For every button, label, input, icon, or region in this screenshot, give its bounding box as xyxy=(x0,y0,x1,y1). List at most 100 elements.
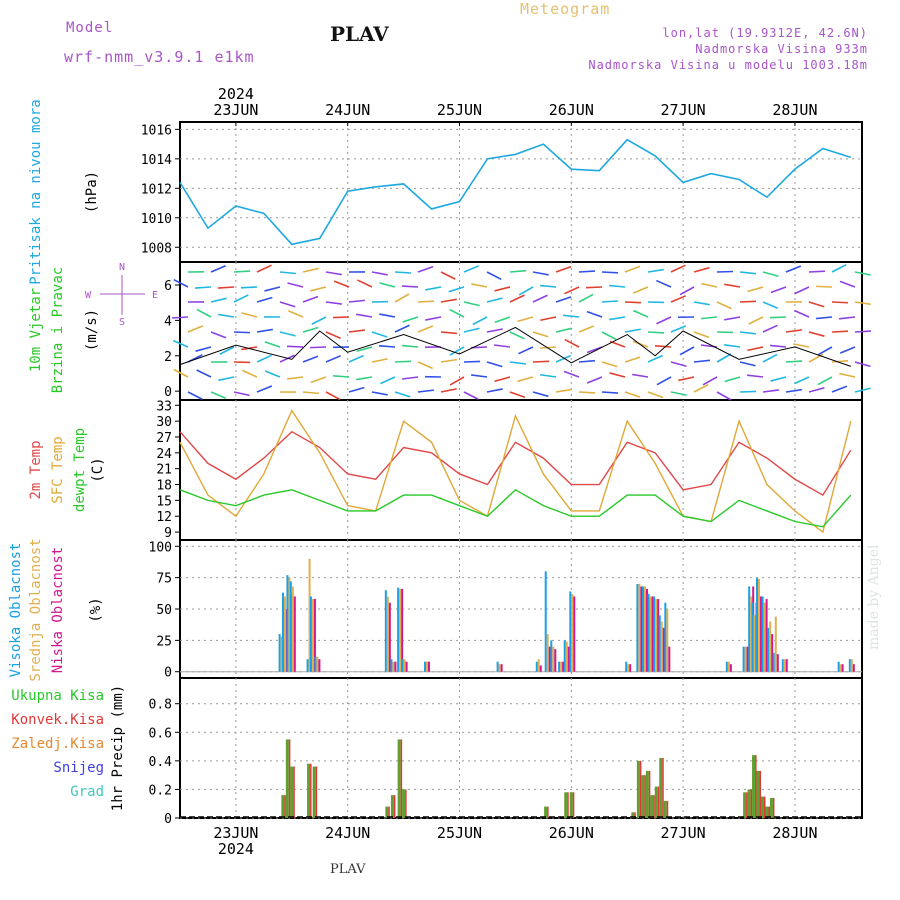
wind-arrow xyxy=(394,293,410,303)
high-cloud-bar xyxy=(281,592,284,672)
mid-cloud-bar xyxy=(399,588,402,672)
wind-arrow xyxy=(302,355,319,363)
mid-cloud-bar xyxy=(638,583,641,672)
wind-arrow xyxy=(678,376,695,382)
wind-arrow xyxy=(555,388,572,393)
wind-arrow xyxy=(693,383,709,393)
panel-frame-4 xyxy=(179,677,863,819)
mid-cloud-bar xyxy=(774,616,777,672)
wind-arrow xyxy=(854,271,871,276)
y-tick-label: 75 xyxy=(156,572,172,587)
wind-arrow xyxy=(241,312,258,318)
wind-arrow xyxy=(839,346,856,354)
y-tick-label: 0.6 xyxy=(149,726,172,741)
bottom-day-label: 27JUN xyxy=(661,824,706,842)
high-cloud-bar xyxy=(625,661,628,672)
high-cloud-bar xyxy=(563,640,566,672)
wind-arrow xyxy=(449,376,465,386)
wind-arrow xyxy=(463,360,481,363)
wind-arrow xyxy=(463,391,479,400)
wind-arrow xyxy=(762,353,778,363)
wind-arrow xyxy=(532,294,548,303)
mid-cloud-bar xyxy=(655,598,658,672)
wind-arrow xyxy=(486,361,503,368)
wind-arrow xyxy=(555,354,571,363)
low-cloud-bar xyxy=(318,659,321,672)
wind-arrow xyxy=(624,265,641,273)
wind-arrow xyxy=(509,361,526,365)
wind-arrow xyxy=(532,391,549,398)
mid-cloud-bar xyxy=(649,596,652,672)
low-cloud-bar xyxy=(645,588,648,672)
y-tick-label: 2 xyxy=(164,350,172,365)
wind-arrow xyxy=(486,297,503,303)
wind-arrow xyxy=(632,286,649,294)
low-cloud-bar xyxy=(313,598,316,672)
bottom-day-label: 23JUN xyxy=(213,824,258,842)
wind-arrow xyxy=(724,283,741,288)
high-cloud-bar xyxy=(306,659,309,672)
wind-arrow xyxy=(486,271,502,281)
y-tick-label: 21 xyxy=(156,463,172,478)
wind-arrow xyxy=(739,271,756,275)
mid-cloud-bar xyxy=(403,659,406,672)
footer-station: PLAV xyxy=(330,862,366,877)
conv-precip-bar xyxy=(657,786,660,818)
wind-arrow xyxy=(219,346,235,355)
compass-s: S xyxy=(119,317,125,328)
wind-arrow xyxy=(854,330,872,333)
wind-arrow xyxy=(233,270,251,273)
high-cloud-bar xyxy=(781,659,784,672)
panel-frame-2 xyxy=(179,399,863,541)
conv-precip-bar xyxy=(662,758,664,818)
bottom-day-label: 24JUN xyxy=(325,824,370,842)
wind-arrow xyxy=(357,279,373,288)
wind-arrow xyxy=(817,376,833,386)
conv-precip-bar xyxy=(653,795,655,818)
wind-arrow xyxy=(302,267,319,273)
wind-arrow xyxy=(702,376,718,386)
mid-cloud-bar xyxy=(727,661,730,672)
wind-arrow xyxy=(518,286,534,296)
wind-arrow xyxy=(233,391,250,397)
high-cloud-bar xyxy=(653,596,656,672)
dewpt-label: dewpt Temp xyxy=(72,428,88,512)
wind-arrow xyxy=(724,376,741,383)
y-tick-label: 15 xyxy=(156,494,172,509)
wind-arrow xyxy=(656,376,672,386)
wind-arrow xyxy=(739,390,757,393)
wind-arrow xyxy=(747,374,764,378)
mid-cloud-bar xyxy=(783,659,786,672)
wind-arrow xyxy=(701,282,718,288)
wind-arrow xyxy=(647,331,665,334)
wind-arrow xyxy=(332,316,350,319)
wind-arrow xyxy=(187,391,203,400)
conv-precip-bar xyxy=(746,792,748,818)
wind-arrow xyxy=(670,264,686,273)
wind-arrow xyxy=(394,324,410,333)
wind-arrow xyxy=(371,358,388,363)
wind-arrow xyxy=(647,391,664,399)
wind-arrow xyxy=(463,265,480,273)
low-cloud-bar xyxy=(668,646,671,672)
pressure-unit: (hPa) xyxy=(84,171,100,213)
wind-arrow xyxy=(402,316,419,323)
wind-arrow xyxy=(540,316,557,322)
high-cloud-bar xyxy=(550,640,553,672)
y-tick-label: 33 xyxy=(156,399,172,414)
mid-cloud-bar xyxy=(666,609,669,672)
wind-arrow xyxy=(494,376,511,383)
y-tick-label: 30 xyxy=(156,415,172,430)
high-cloud-bar xyxy=(636,583,639,672)
conv-precip-bar xyxy=(288,739,291,818)
y-tick-label: 0.4 xyxy=(149,755,173,770)
high-cloud-bar xyxy=(761,596,764,672)
wind-arrow xyxy=(624,328,641,333)
wind-arrow xyxy=(394,271,412,274)
wind-arrow xyxy=(747,346,764,352)
mid-cloud-bar xyxy=(571,593,574,672)
wind-arrow xyxy=(701,316,718,320)
total-precip-bar xyxy=(650,795,654,818)
wind-arrow xyxy=(794,309,810,318)
low-cloud-bar xyxy=(539,665,542,672)
